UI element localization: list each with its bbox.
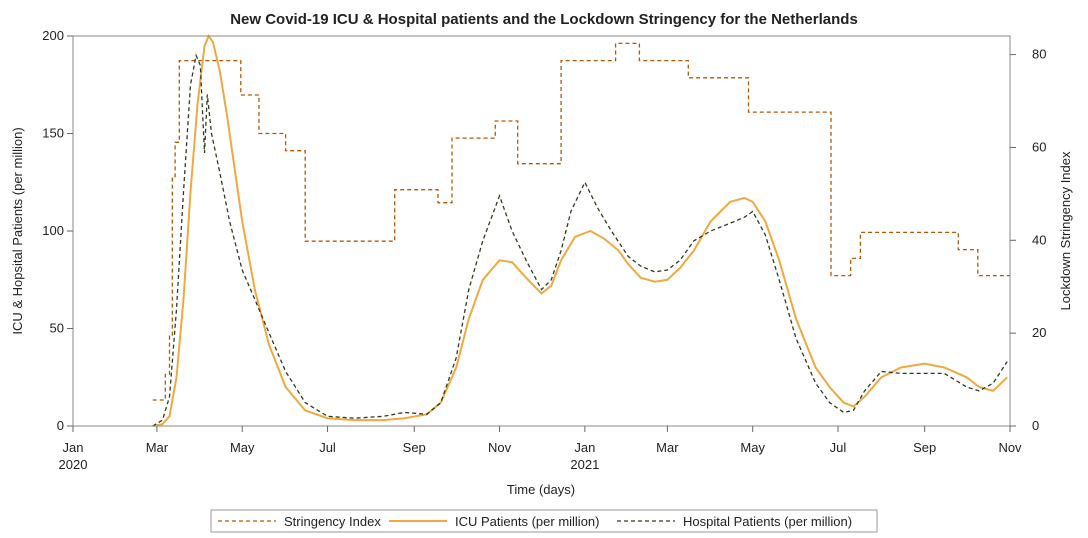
x-tick-label: May bbox=[740, 440, 765, 455]
y-left-tick-label: 100 bbox=[42, 223, 64, 238]
x-tick-label: Nov bbox=[998, 440, 1022, 455]
y-right-tick-label: 40 bbox=[1032, 232, 1046, 247]
y-left-tick-label: 0 bbox=[57, 418, 64, 433]
legend-label-2: Hospital Patients (per million) bbox=[683, 514, 852, 529]
y-left-tick-label: 50 bbox=[50, 321, 64, 336]
y-right-tick-label: 0 bbox=[1032, 418, 1039, 433]
y-right-tick-label: 20 bbox=[1032, 325, 1046, 340]
x-tick-year: 2021 bbox=[570, 457, 599, 472]
x-tick-label: Jan bbox=[63, 440, 84, 455]
plot-frame bbox=[72, 35, 1011, 427]
x-tick-label: Jul bbox=[830, 440, 847, 455]
y-axis-left-label: ICU & Hopsital Patients (per million) bbox=[10, 127, 25, 334]
x-tick-year: 2020 bbox=[59, 457, 88, 472]
x-tick-label: Jul bbox=[319, 440, 336, 455]
x-tick-label: Mar bbox=[146, 440, 169, 455]
y-right-tick-label: 80 bbox=[1032, 47, 1046, 62]
legend: Stringency Index ICU Patients (per millio… bbox=[210, 509, 878, 533]
series-line-1 bbox=[152, 33, 1008, 427]
y-axis-left: 0 50 100 150 200 bbox=[42, 28, 73, 433]
legend-label-0: Stringency Index bbox=[284, 514, 381, 529]
y-left-tick-label: 200 bbox=[42, 28, 64, 43]
y-axis-right-label: Lockdown Stringency Index bbox=[1058, 151, 1073, 310]
series-layer bbox=[152, 33, 1010, 427]
x-axis: Jan 2020 Mar May Jul Sep Nov Jan 2021 Mar May Jul Se… bbox=[59, 426, 1022, 472]
x-tick-label: May bbox=[230, 440, 255, 455]
x-tick-label: Mar bbox=[656, 440, 679, 455]
chart-title: New Covid-19 ICU & Hospital patients and… bbox=[230, 11, 858, 28]
x-tick-label: Sep bbox=[913, 440, 936, 455]
y-axis-right: 0 20 40 60 80 bbox=[1010, 47, 1046, 433]
x-tick-label: Nov bbox=[488, 440, 512, 455]
legend-box bbox=[210, 509, 878, 533]
legend-label-1: ICU Patients (per million) bbox=[455, 514, 600, 529]
y-left-tick-label: 150 bbox=[42, 126, 64, 141]
series-line-2 bbox=[152, 53, 1008, 427]
y-right-tick-label: 60 bbox=[1032, 139, 1046, 154]
x-tick-label: Sep bbox=[403, 440, 426, 455]
x-axis-label: Time (days) bbox=[507, 482, 575, 497]
x-tick-label: Jan bbox=[574, 440, 595, 455]
series-line-0 bbox=[152, 42, 1010, 401]
